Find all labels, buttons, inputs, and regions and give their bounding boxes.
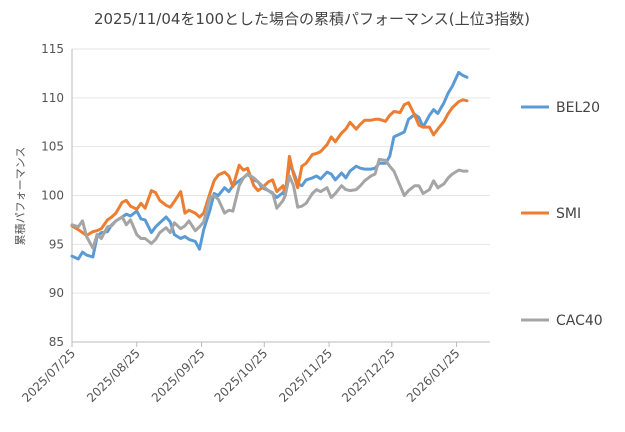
legend-label-cac40: CAC40 xyxy=(556,313,603,329)
y-tick-label: 90 xyxy=(49,286,64,300)
y-tick-label: 115 xyxy=(41,42,64,56)
x-tick-label: 2025/08/25 xyxy=(84,346,143,405)
chart-title: 2025/11/04を100とした場合の累積パフォーマンス(上位3指数) xyxy=(94,10,530,28)
x-tick-label: 2026/01/25 xyxy=(404,346,463,405)
x-tick-label: 2025/07/25 xyxy=(19,346,78,405)
y-axis-ticks: 85 90 95 100 105 110 115 xyxy=(41,42,64,349)
grid-lines xyxy=(71,48,490,343)
y-tick-label: 110 xyxy=(41,91,64,105)
series-line-smi xyxy=(70,98,469,237)
x-tick-label: 2025/12/25 xyxy=(339,346,398,405)
x-tick-label: 2025/10/25 xyxy=(212,346,271,405)
y-tick-label: 95 xyxy=(49,237,64,251)
legend-label-bel20: BEL20 xyxy=(556,100,600,116)
y-axis-label: 累積パフォーマンス xyxy=(13,147,27,246)
legend-label-smi: SMI xyxy=(556,206,581,222)
x-tick-label: 2025/11/25 xyxy=(276,346,335,405)
y-tick-label: 100 xyxy=(41,189,64,203)
x-axis-ticks: 2025/07/25 2025/08/25 2025/09/25 2025/10/25… xyxy=(19,342,463,405)
y-tick-label: 105 xyxy=(41,140,64,154)
legend: BEL20 SMI CAC40 xyxy=(521,100,603,329)
series-lines xyxy=(70,70,469,261)
y-tick-label: 85 xyxy=(49,335,64,349)
series-line-bel20 xyxy=(70,70,469,261)
series-line-cac40 xyxy=(70,157,469,250)
x-tick-label: 2025/09/25 xyxy=(149,346,208,405)
